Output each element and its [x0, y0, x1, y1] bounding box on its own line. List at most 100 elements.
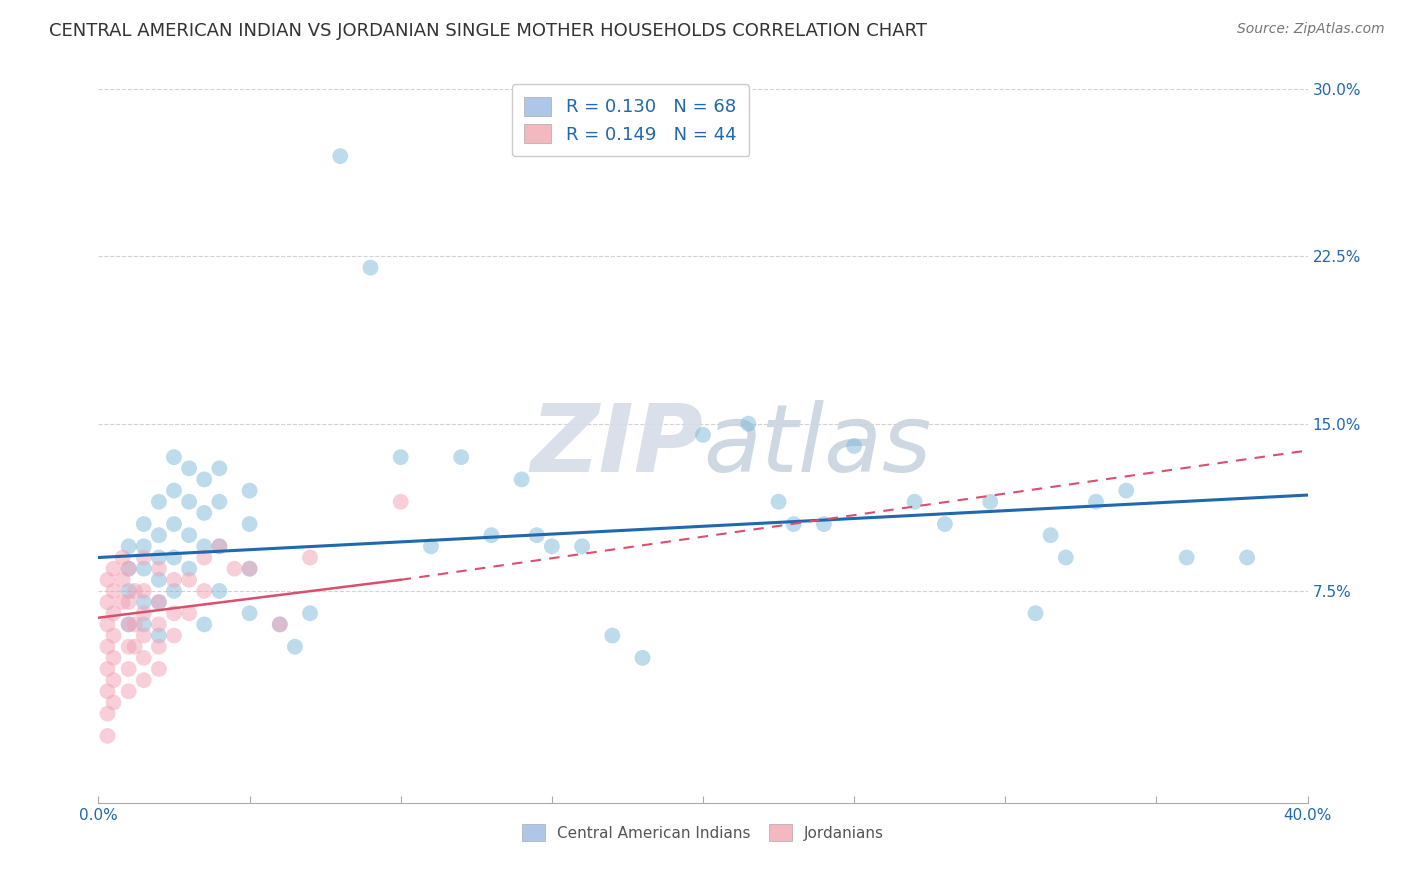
Point — [111, 550, 134, 565]
Point — [132, 516, 155, 531]
Text: CENTRAL AMERICAN INDIAN VS JORDANIAN SINGLE MOTHER HOUSEHOLDS CORRELATION CHART: CENTRAL AMERICAN INDIAN VS JORDANIAN SIN… — [49, 22, 927, 40]
Point — [768, 494, 790, 508]
Point — [103, 607, 125, 621]
Point — [132, 607, 155, 621]
Point — [118, 662, 141, 676]
Point — [526, 528, 548, 542]
Point — [103, 583, 125, 598]
Point — [602, 628, 624, 642]
Point — [96, 640, 118, 654]
Point — [118, 595, 141, 609]
Point — [103, 628, 125, 642]
Point — [1024, 607, 1046, 621]
Point — [148, 562, 170, 576]
Point — [193, 539, 215, 553]
Point — [96, 706, 118, 721]
Point — [193, 617, 215, 632]
Point — [148, 595, 170, 609]
Point — [148, 617, 170, 632]
Point — [118, 617, 141, 632]
Point — [132, 673, 155, 687]
Point — [132, 651, 155, 665]
Point — [163, 516, 186, 531]
Point — [269, 617, 291, 632]
Point — [420, 539, 443, 553]
Point — [631, 651, 654, 665]
Point — [813, 516, 835, 531]
Text: Source: ZipAtlas.com: Source: ZipAtlas.com — [1237, 22, 1385, 37]
Point — [132, 583, 155, 598]
Point — [208, 461, 231, 475]
Point — [208, 539, 231, 553]
Point — [481, 528, 503, 542]
Point — [239, 516, 262, 531]
Point — [124, 640, 146, 654]
Point — [132, 562, 155, 576]
Point — [118, 562, 141, 576]
Point — [118, 539, 141, 553]
Point — [103, 673, 125, 687]
Point — [239, 607, 262, 621]
Point — [163, 583, 186, 598]
Point — [208, 494, 231, 508]
Point — [118, 684, 141, 698]
Point — [148, 595, 170, 609]
Point — [1115, 483, 1137, 498]
Point — [934, 516, 956, 531]
Point — [1085, 494, 1108, 508]
Point — [103, 562, 125, 576]
Point — [389, 450, 412, 464]
Point — [193, 583, 215, 598]
Point — [360, 260, 382, 275]
Point — [118, 562, 141, 576]
Point — [329, 149, 352, 163]
Point — [96, 662, 118, 676]
Point — [132, 628, 155, 642]
Text: ZIP: ZIP — [530, 400, 703, 492]
Point — [450, 450, 472, 464]
Point — [571, 539, 593, 553]
Point — [1054, 550, 1077, 565]
Point — [163, 483, 186, 498]
Point — [179, 562, 201, 576]
Point — [193, 506, 215, 520]
Point — [179, 573, 201, 587]
Point — [118, 640, 141, 654]
Point — [118, 617, 141, 632]
Point — [979, 494, 1001, 508]
Point — [224, 562, 246, 576]
Point — [179, 461, 201, 475]
Point — [299, 550, 322, 565]
Point — [239, 483, 262, 498]
Legend: Central American Indians, Jordanians: Central American Indians, Jordanians — [515, 817, 891, 848]
Point — [208, 583, 231, 598]
Point — [510, 472, 533, 486]
Point — [118, 583, 141, 598]
Point — [148, 662, 170, 676]
Point — [148, 640, 170, 654]
Point — [132, 617, 155, 632]
Point — [208, 539, 231, 553]
Point — [844, 439, 866, 453]
Point — [193, 472, 215, 486]
Point — [783, 516, 806, 531]
Point — [132, 595, 155, 609]
Point — [124, 583, 146, 598]
Point — [148, 494, 170, 508]
Point — [179, 607, 201, 621]
Point — [389, 494, 412, 508]
Point — [96, 684, 118, 698]
Point — [163, 573, 186, 587]
Point — [737, 417, 759, 431]
Point — [1236, 550, 1258, 565]
Point — [103, 651, 125, 665]
Point — [163, 628, 186, 642]
Point — [1039, 528, 1062, 542]
Point — [193, 550, 215, 565]
Point — [111, 595, 134, 609]
Point — [96, 573, 118, 587]
Text: atlas: atlas — [703, 401, 931, 491]
Point — [284, 640, 307, 654]
Point — [239, 562, 262, 576]
Point — [692, 428, 714, 442]
